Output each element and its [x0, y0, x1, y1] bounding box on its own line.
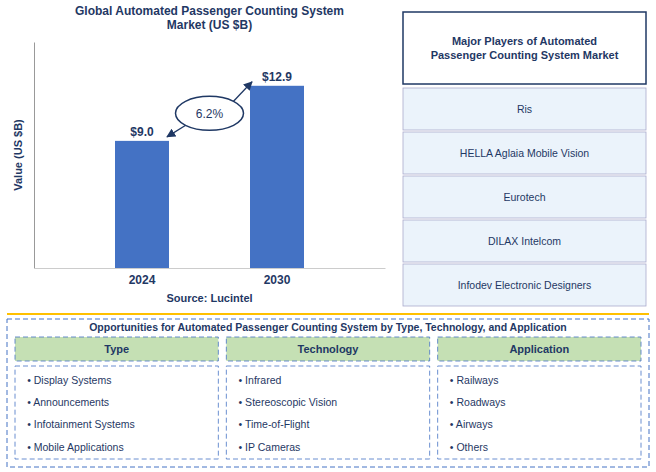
side-panel-item-box: [403, 264, 646, 306]
side-panel-title-box: [403, 12, 646, 84]
column-header-box: [15, 337, 218, 361]
chart-title-line: Global Automated Passenger Counting Syst…: [75, 4, 344, 18]
chart-title-line: Market (US $B): [167, 18, 252, 32]
column-item: • Display Systems: [27, 374, 111, 386]
annotation-arrow: [233, 82, 252, 102]
column-header: Application: [509, 343, 569, 355]
column-item: • IP Cameras: [239, 441, 301, 453]
column-item: • Infotainment Systems: [27, 418, 135, 430]
annotation-arrow: [167, 125, 186, 137]
column-item: • Announcements: [27, 396, 109, 408]
side-panel-item-box: [403, 88, 646, 130]
side-panel-item: Eurotech: [503, 191, 545, 203]
x-axis-line: [35, 268, 386, 269]
infographic: Global Automated Passenger Counting Syst…: [0, 0, 656, 472]
bar: [115, 141, 169, 268]
side-panel: Major Players of Automated Passenger Coun…: [403, 12, 646, 306]
x-tick-label: 2030: [264, 273, 291, 287]
side-panel-item: HELLA Aglaia Mobile Vision: [460, 147, 590, 159]
column-item: • Others: [450, 441, 488, 453]
separator: [7, 313, 649, 315]
bottom-panel-title: Opportunities for Automated Passenger Co…: [89, 321, 567, 333]
side-panel-item-box: [403, 176, 646, 218]
column-item: • Time-of-Flight: [239, 418, 310, 430]
annotation: 6.2%: [167, 82, 252, 137]
annotation-text: 6.2%: [196, 107, 224, 121]
side-panel-item: Ris: [517, 103, 532, 115]
y-axis: [34, 43, 35, 269]
column-items-box: [15, 366, 218, 459]
bottom-panel-border: [7, 319, 649, 467]
y-axis-title: Value (US $B): [12, 119, 24, 191]
y-axis-line: [34, 43, 35, 269]
column-item: • Infrared: [239, 374, 282, 386]
column-header-box: [438, 337, 641, 361]
data-label: $12.9: [262, 70, 292, 84]
column-item: • Mobile Applications: [27, 441, 123, 453]
column-header: Type: [104, 343, 129, 355]
x-tick: 2024: [129, 268, 156, 287]
bars: [115, 86, 304, 268]
column-item: • Roadways: [450, 396, 506, 408]
side-panel-title: Major Players of Automated Passenger Coun…: [431, 35, 619, 61]
column-header-box: [226, 337, 429, 361]
bar: [250, 86, 304, 268]
column-item: • Airways: [450, 418, 493, 430]
bottom-panel: Opportunities for Automated Passenger Co…: [7, 319, 649, 467]
side-panel-item: Infodev Electronic Designers: [458, 279, 592, 291]
side-panel-item: DILAX Intelcom: [488, 235, 561, 247]
data-labels: $9.0 $12.9: [130, 70, 292, 139]
chart-title: Global Automated Passenger Counting Syst…: [75, 4, 344, 32]
side-panel-title-line: Major Players of Automated: [452, 35, 597, 47]
column-header: Technology: [298, 343, 360, 355]
x-axis: 2024 2030: [35, 268, 386, 287]
side-panel-item-box: [403, 220, 646, 262]
column-item: • Railways: [450, 374, 499, 386]
data-label: $9.0: [130, 125, 154, 139]
column-items-box: [226, 366, 429, 459]
side-panel-item-box: [403, 132, 646, 174]
column-items-box: [438, 366, 641, 459]
source-text: Source: Lucintel: [166, 292, 252, 304]
x-tick: 2030: [264, 268, 291, 287]
column-item: • Stereoscopic Vision: [239, 396, 338, 408]
side-panel-title-line: Passenger Counting System Market: [431, 49, 619, 61]
x-tick-label: 2024: [129, 273, 156, 287]
